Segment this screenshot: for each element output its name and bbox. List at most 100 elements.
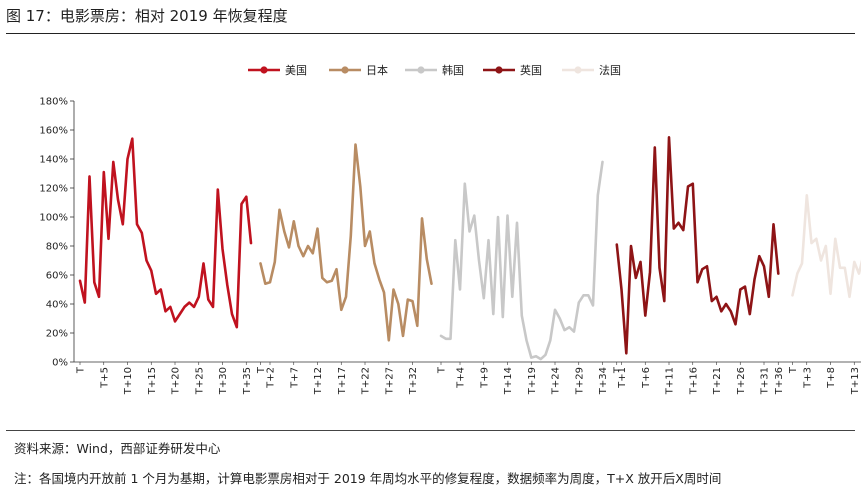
x-tick-label: T bbox=[788, 366, 799, 374]
data-point bbox=[121, 223, 124, 226]
data-point bbox=[772, 223, 775, 226]
chart-title: 图 17：电影票房：相对 2019 年恢复程度 bbox=[6, 7, 288, 25]
data-point bbox=[302, 255, 305, 258]
data-point bbox=[178, 313, 181, 316]
header-divider bbox=[6, 33, 855, 34]
legend-marker bbox=[574, 66, 582, 74]
x-tick-label: T+32 bbox=[408, 367, 419, 395]
data-point bbox=[288, 246, 290, 249]
data-point bbox=[330, 279, 333, 282]
series-line-0 bbox=[78, 137, 253, 329]
data-point bbox=[644, 314, 647, 317]
data-point bbox=[340, 308, 343, 311]
legend-label: 法国 bbox=[599, 63, 621, 77]
data-point bbox=[240, 203, 243, 205]
data-point bbox=[506, 214, 509, 217]
data-point bbox=[235, 326, 238, 329]
y-tick-label: 160% bbox=[39, 126, 68, 137]
x-tick-label: T+15 bbox=[147, 367, 158, 395]
data-point bbox=[368, 230, 371, 233]
legend-label: 日本 bbox=[366, 63, 388, 77]
x-tick-label: T bbox=[612, 366, 623, 374]
data-point bbox=[501, 316, 504, 318]
data-point bbox=[364, 245, 366, 247]
data-point bbox=[729, 310, 732, 313]
x-tick-label: T+7 bbox=[289, 367, 300, 389]
data-point bbox=[155, 292, 157, 295]
data-point bbox=[150, 269, 153, 272]
data-point bbox=[824, 245, 827, 247]
legend-item-0: 美国 bbox=[248, 64, 307, 77]
data-point bbox=[292, 220, 295, 223]
data-point bbox=[558, 317, 561, 320]
data-point bbox=[668, 136, 670, 139]
y-tick-label: 40% bbox=[46, 300, 68, 311]
data-point bbox=[601, 161, 604, 163]
data-point bbox=[468, 230, 471, 233]
data-point bbox=[696, 281, 699, 284]
data-point bbox=[79, 279, 81, 282]
data-point bbox=[516, 221, 518, 224]
data-point bbox=[853, 261, 856, 263]
x-axis: T T+5 T+10 T+15 T+20 T+25 T+30 T+35 TT+2 T+7 T+12 T… bbox=[74, 361, 861, 395]
y-axis: 0% 20% 40% 60% 80% 100% 120% 140% 160% 180% bbox=[39, 97, 75, 369]
data-point bbox=[834, 237, 837, 240]
x-tick-label: T bbox=[256, 366, 267, 374]
x-tick-label: T+25 bbox=[194, 367, 205, 395]
data-point bbox=[592, 304, 594, 307]
data-point bbox=[126, 158, 129, 160]
x-tick-label: T+2 bbox=[266, 367, 277, 389]
data-point bbox=[197, 295, 200, 298]
y-tick-label: 20% bbox=[46, 329, 68, 340]
data-point bbox=[677, 221, 680, 224]
data-point bbox=[791, 294, 794, 297]
data-point bbox=[582, 294, 585, 297]
data-point bbox=[174, 320, 176, 323]
legend-item-1: 日本 bbox=[329, 63, 388, 77]
data-point bbox=[102, 171, 105, 173]
data-point bbox=[463, 182, 466, 185]
data-point bbox=[568, 326, 571, 329]
data-point bbox=[183, 306, 186, 308]
y-tick-label: 80% bbox=[46, 242, 68, 253]
x-tick-label: T+11 bbox=[665, 367, 676, 395]
data-point bbox=[573, 330, 575, 333]
data-point bbox=[402, 335, 404, 337]
data-point bbox=[487, 239, 490, 242]
data-point bbox=[349, 234, 352, 237]
data-point bbox=[421, 217, 423, 220]
series-line-3 bbox=[615, 136, 780, 355]
data-point bbox=[843, 266, 846, 269]
x-tick-label: T+9 bbox=[479, 367, 490, 389]
legend-item-4: 法国 bbox=[562, 63, 621, 77]
data-point bbox=[658, 266, 661, 269]
data-point bbox=[544, 353, 547, 356]
data-point bbox=[88, 175, 91, 178]
data-point bbox=[425, 258, 428, 260]
data-point bbox=[378, 278, 381, 281]
data-point bbox=[117, 198, 119, 201]
data-point bbox=[539, 358, 542, 360]
data-point bbox=[283, 230, 286, 233]
data-point bbox=[848, 295, 851, 298]
data-point bbox=[796, 272, 799, 275]
x-tick-label: T+29 bbox=[574, 367, 585, 395]
data-point bbox=[758, 255, 761, 258]
legend-marker bbox=[417, 66, 425, 74]
x-tick-label: T+30 bbox=[218, 367, 229, 395]
series-line-1 bbox=[259, 143, 433, 342]
data-point bbox=[767, 295, 770, 298]
data-point bbox=[202, 262, 205, 265]
y-tick-label: 120% bbox=[39, 184, 68, 195]
data-point bbox=[687, 185, 689, 188]
data-point bbox=[226, 284, 229, 287]
legend-marker bbox=[260, 66, 268, 74]
data-point bbox=[777, 272, 780, 275]
data-point bbox=[307, 245, 309, 247]
data-point bbox=[672, 227, 675, 230]
data-point bbox=[93, 281, 96, 284]
data-point bbox=[297, 245, 300, 247]
x-tick-label: T+34 bbox=[598, 367, 609, 395]
x-tick-label: T+26 bbox=[736, 367, 747, 395]
data-point bbox=[392, 288, 395, 291]
